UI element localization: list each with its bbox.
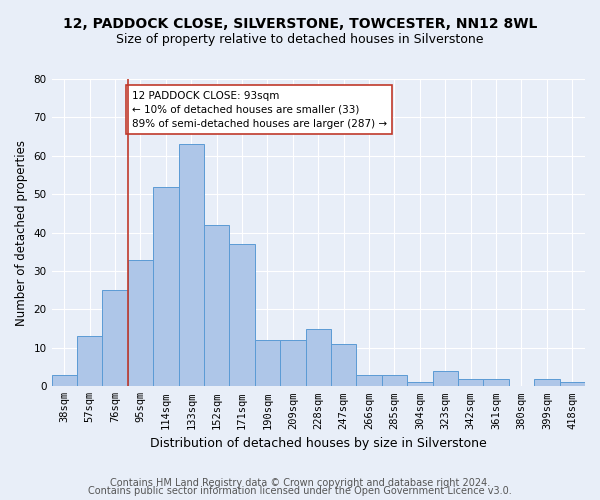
Y-axis label: Number of detached properties: Number of detached properties (15, 140, 28, 326)
Bar (356, 375, 382, 386)
Bar (484, 378, 509, 386)
Bar (305, 328, 331, 386)
Bar (153, 186, 179, 386)
Text: 12, PADDOCK CLOSE, SILVERSTONE, TOWCESTER, NN12 8WL: 12, PADDOCK CLOSE, SILVERSTONE, TOWCESTE… (63, 18, 537, 32)
Bar (534, 378, 560, 386)
Bar (103, 290, 128, 386)
Bar (560, 382, 585, 386)
Bar (458, 378, 484, 386)
Bar (331, 344, 356, 387)
Bar (433, 371, 458, 386)
Text: Contains HM Land Registry data © Crown copyright and database right 2024.: Contains HM Land Registry data © Crown c… (110, 478, 490, 488)
Text: Contains public sector information licensed under the Open Government Licence v3: Contains public sector information licen… (88, 486, 512, 496)
Bar (128, 260, 153, 386)
Bar (179, 144, 204, 386)
Bar (77, 336, 103, 386)
Bar (204, 225, 229, 386)
X-axis label: Distribution of detached houses by size in Silverstone: Distribution of detached houses by size … (150, 437, 487, 450)
Bar (280, 340, 305, 386)
Text: 12 PADDOCK CLOSE: 93sqm
← 10% of detached houses are smaller (33)
89% of semi-de: 12 PADDOCK CLOSE: 93sqm ← 10% of detache… (131, 90, 386, 128)
Bar (229, 244, 255, 386)
Bar (382, 375, 407, 386)
Text: Size of property relative to detached houses in Silverstone: Size of property relative to detached ho… (116, 32, 484, 46)
Bar (52, 375, 77, 386)
Bar (407, 382, 433, 386)
Bar (255, 340, 280, 386)
